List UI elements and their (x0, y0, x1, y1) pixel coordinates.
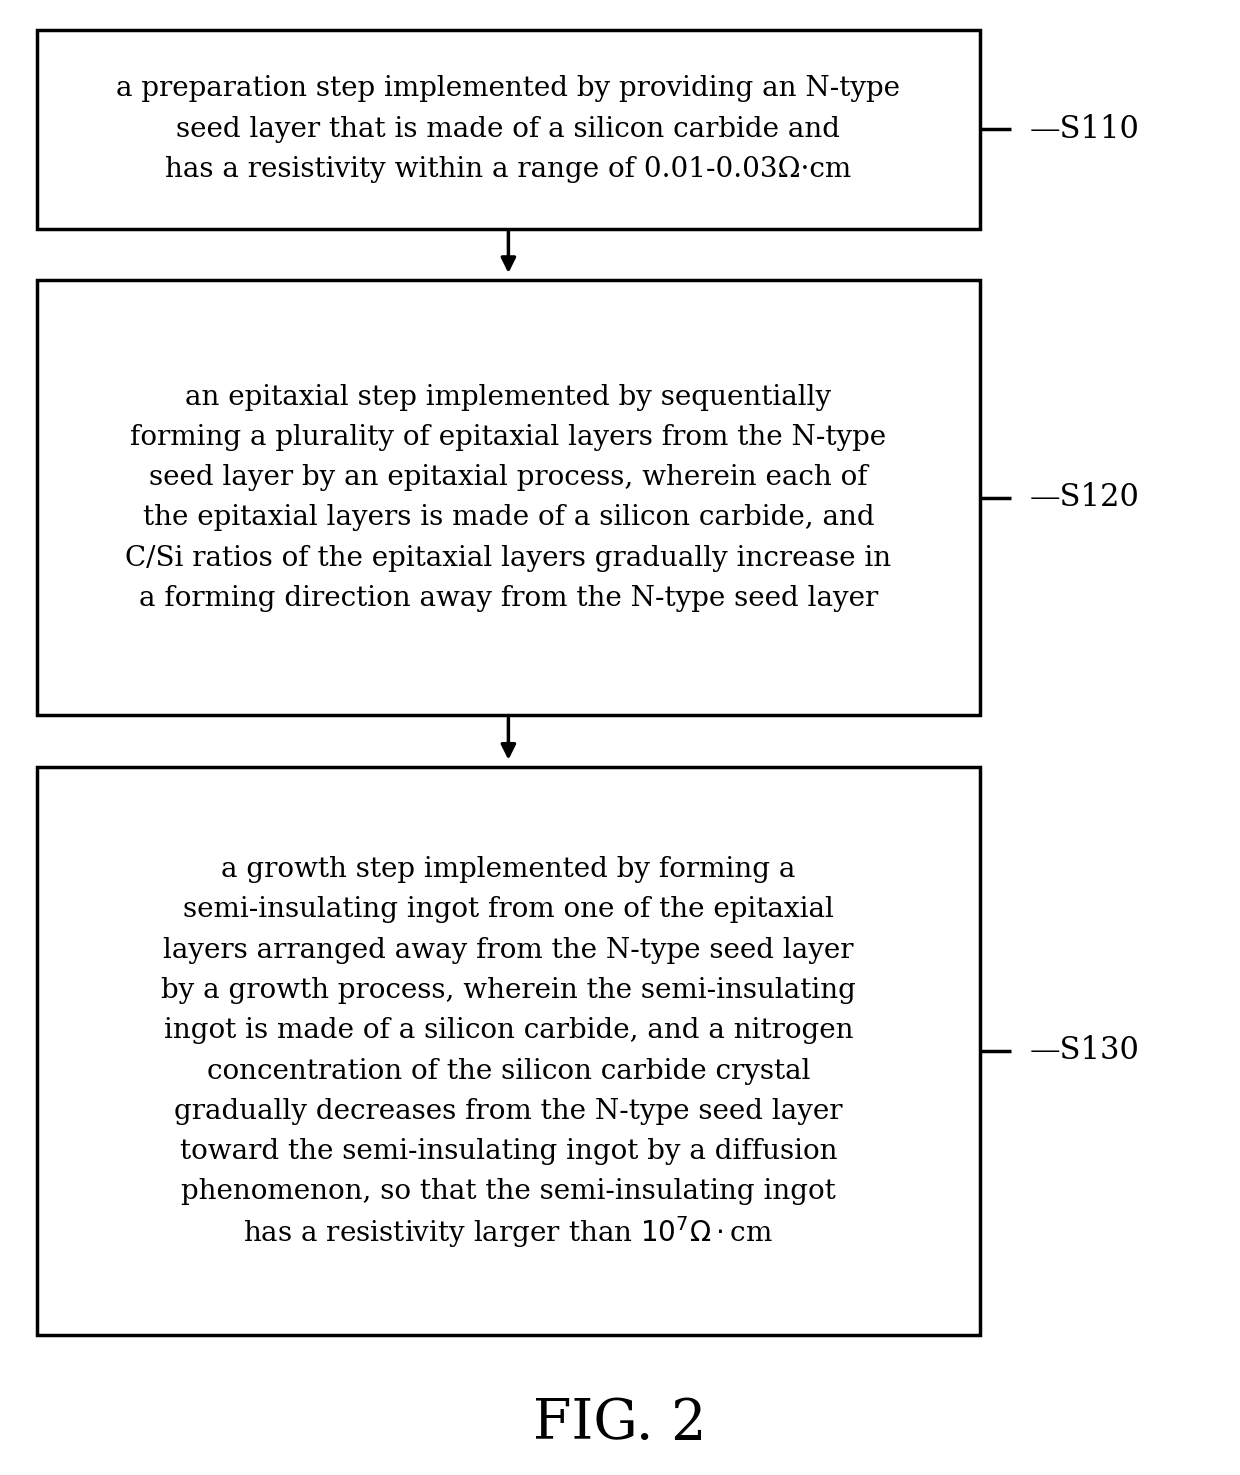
Text: concentration of the silicon carbide crystal: concentration of the silicon carbide cry… (207, 1058, 810, 1084)
Text: seed layer that is made of a silicon carbide and: seed layer that is made of a silicon car… (176, 115, 841, 143)
Text: toward the semi-insulating ingot by a diffusion: toward the semi-insulating ingot by a di… (180, 1139, 837, 1165)
FancyBboxPatch shape (37, 30, 980, 229)
Text: the epitaxial layers is made of a silicon carbide, and: the epitaxial layers is made of a silico… (143, 504, 874, 531)
Text: semi-insulating ingot from one of the epitaxial: semi-insulating ingot from one of the ep… (184, 897, 833, 923)
Text: gradually decreases from the N-type seed layer: gradually decreases from the N-type seed… (174, 1097, 843, 1125)
Text: C/Si ratios of the epitaxial layers gradually increase in: C/Si ratios of the epitaxial layers grad… (125, 544, 892, 572)
Text: —S110: —S110 (1029, 114, 1140, 145)
Text: has a resistivity larger than $10^7\Omega\cdot$cm: has a resistivity larger than $10^7\Omeg… (243, 1214, 774, 1251)
Text: layers arranged away from the N-type seed layer: layers arranged away from the N-type see… (164, 937, 853, 963)
Text: ingot is made of a silicon carbide, and a nitrogen: ingot is made of a silicon carbide, and … (164, 1018, 853, 1044)
FancyBboxPatch shape (37, 280, 980, 715)
Text: has a resistivity within a range of 0.01-0.03Ω·cm: has a resistivity within a range of 0.01… (165, 156, 852, 183)
Text: a preparation step implemented by providing an N-type: a preparation step implemented by provid… (117, 75, 900, 102)
Text: by a growth process, wherein the semi-insulating: by a growth process, wherein the semi-in… (161, 976, 856, 1004)
Text: FIG. 2: FIG. 2 (533, 1395, 707, 1451)
Text: a growth step implemented by forming a: a growth step implemented by forming a (221, 855, 796, 884)
FancyBboxPatch shape (37, 767, 980, 1335)
Text: seed layer by an epitaxial process, wherein each of: seed layer by an epitaxial process, wher… (149, 465, 868, 491)
Text: phenomenon, so that the semi-insulating ingot: phenomenon, so that the semi-insulating … (181, 1179, 836, 1205)
Text: an epitaxial step implemented by sequentially: an epitaxial step implemented by sequent… (185, 384, 832, 410)
Text: —S130: —S130 (1029, 1035, 1140, 1066)
Text: —S120: —S120 (1029, 482, 1140, 513)
Text: forming a plurality of epitaxial layers from the N-type: forming a plurality of epitaxial layers … (130, 423, 887, 451)
Text: a forming direction away from the N-type seed layer: a forming direction away from the N-type… (139, 586, 878, 612)
